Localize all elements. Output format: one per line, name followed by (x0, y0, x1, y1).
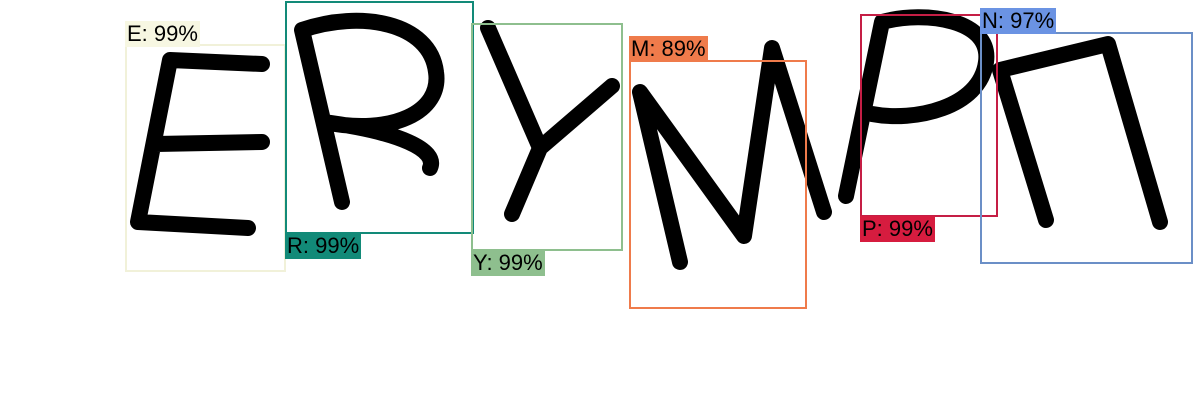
label-n: N: 97% (980, 8, 1057, 34)
glyph-r (294, 12, 445, 210)
bbox-n (980, 32, 1193, 264)
bbox-m (629, 60, 807, 309)
bbox-r (285, 1, 474, 234)
label-y: Y: 99% (471, 250, 545, 276)
bbox-y (471, 23, 623, 251)
label-p: P: 99% (860, 216, 935, 242)
label-e: E: 99% (125, 21, 200, 47)
bbox-p (860, 14, 998, 217)
glyph-p (838, 9, 995, 204)
glyph-n (992, 36, 1168, 230)
glyph-e (130, 52, 270, 236)
bbox-e (125, 44, 286, 272)
label-r: R: 99% (285, 233, 362, 259)
label-m: M: 89% (629, 36, 708, 62)
glyph-y (480, 20, 620, 222)
glyph-m (632, 40, 832, 270)
